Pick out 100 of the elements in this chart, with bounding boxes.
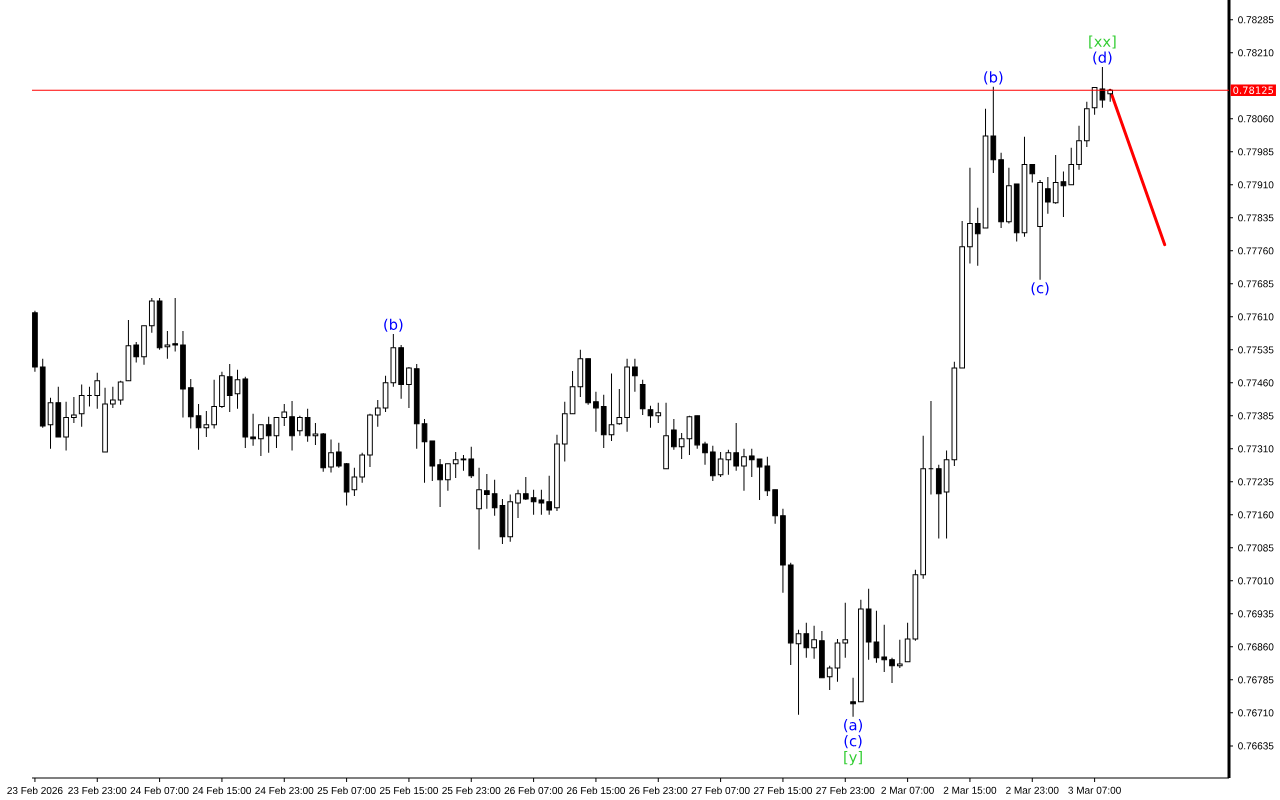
candlestick (850, 677, 856, 718)
x-tick-label: 25 Feb 23:00 (442, 786, 501, 795)
y-tick-label: 0.77310 (1238, 445, 1274, 453)
y-tick-label: 0.76935 (1238, 610, 1274, 618)
candlestick (374, 399, 381, 428)
candlestick (359, 452, 366, 484)
x-tick-label: 26 Feb 07:00 (504, 786, 563, 795)
x-tick-label: 23 Feb 23:00 (68, 786, 127, 795)
candlestick (328, 439, 334, 474)
candlestick (748, 448, 755, 478)
y-tick-label: 0.77760 (1238, 247, 1274, 255)
x-tick-label: 2 Mar 07:00 (881, 786, 934, 794)
y-tick-label: 0.78285 (1238, 16, 1274, 24)
y-tick-label: 0.77910 (1238, 181, 1274, 189)
annotation: (a) (844, 719, 863, 733)
y-tick-label: 0.76860 (1238, 643, 1274, 651)
candlestick (297, 415, 303, 437)
candlestick (881, 624, 888, 673)
x-tick-label: 27 Feb 07:00 (691, 786, 750, 795)
candlestick (967, 167, 973, 265)
candlestick (515, 489, 521, 519)
candlestick (63, 401, 69, 452)
candlestick (593, 391, 599, 433)
candlestick (889, 657, 895, 684)
candlestick (281, 403, 288, 427)
candlestick (335, 442, 342, 469)
candlestick (468, 446, 475, 479)
y-tick-label: 0.77385 (1238, 412, 1274, 420)
x-tick-label: 27 Feb 23:00 (816, 786, 875, 795)
candlestick (78, 384, 85, 428)
x-tick-label: 23 Feb 2026 (7, 786, 63, 795)
candlestick (896, 639, 903, 669)
candlestick (811, 625, 817, 660)
candlestick (647, 405, 654, 429)
y-tick-label: 0.78210 (1238, 49, 1274, 57)
y-tick-label: 0.77535 (1238, 346, 1274, 354)
candlestick (133, 341, 140, 364)
candlestick (226, 363, 233, 413)
candlestick (250, 413, 256, 447)
candlestick (616, 388, 623, 426)
annotation: [xx] (1089, 35, 1116, 49)
y-tick-label: 0.77685 (1238, 280, 1274, 288)
candlestick (476, 467, 482, 551)
candlestick (632, 358, 638, 393)
annotation: (c) (844, 735, 862, 749)
candlestick (1029, 164, 1036, 184)
candlestick (71, 396, 77, 424)
candlestick (258, 424, 264, 457)
y-tick-label: 0.77835 (1238, 214, 1274, 222)
x-tick-label: 25 Feb 15:00 (379, 786, 438, 795)
candlestick (608, 373, 615, 442)
annotation: (b) (384, 318, 403, 332)
candlestick (546, 475, 553, 516)
candlestick (117, 380, 124, 406)
x-tick-label: 24 Feb 23:00 (255, 786, 314, 795)
candlestick (406, 366, 412, 409)
candlestick (709, 445, 716, 482)
y-tick-label: 0.77235 (1238, 478, 1274, 486)
annotation: [y] (844, 751, 862, 766)
candlestick (733, 422, 740, 472)
y-tick-label: 0.77085 (1238, 544, 1274, 552)
y-tick-label: 0.77010 (1238, 577, 1274, 585)
candlestick (974, 207, 981, 267)
candlestick (110, 386, 116, 409)
annotation: (b) (984, 71, 1003, 85)
x-tick-label: 26 Feb 15:00 (566, 786, 625, 795)
x-tick-label: 3 Mar 07:00 (1068, 786, 1121, 794)
y-tick-label: 0.77610 (1238, 313, 1274, 321)
candlestick (484, 473, 490, 510)
y-tick-label: 0.77460 (1238, 379, 1274, 387)
annotation: (d) (1093, 51, 1112, 65)
candlestick (445, 463, 451, 492)
y-tick-label: 0.78060 (1238, 115, 1274, 123)
ref-line-label: 0.78125 (1233, 86, 1274, 94)
candlestick (842, 602, 849, 659)
candlestick (522, 476, 529, 501)
candlestick (1045, 176, 1051, 215)
y-tick-label: 0.76710 (1238, 709, 1274, 717)
y-tick-label: 0.76785 (1238, 676, 1274, 684)
candlestick (1076, 125, 1082, 171)
candlestick (289, 400, 295, 452)
candlestick (655, 402, 662, 424)
y-tick-label: 0.76635 (1238, 742, 1274, 750)
x-tick-label: 25 Feb 07:00 (317, 786, 376, 795)
candlestick (172, 297, 179, 353)
candlestick (741, 448, 747, 492)
y-tick-label: 0.77160 (1238, 511, 1274, 519)
candlestick (94, 372, 101, 410)
candlestick (702, 441, 708, 466)
x-tick-label: 27 Feb 15:00 (753, 786, 812, 795)
annotation: (c) (1031, 282, 1049, 296)
x-tick-label: 2 Mar 23:00 (1006, 786, 1059, 794)
x-tick-label: 24 Feb 15:00 (192, 786, 251, 795)
candlestick (1068, 147, 1075, 186)
y-tick-label: 0.77985 (1238, 148, 1274, 156)
x-tick-label: 26 Feb 23:00 (629, 786, 688, 795)
x-tick-label: 24 Feb 07:00 (130, 786, 189, 795)
x-tick-label: 2 Mar 15:00 (943, 786, 997, 794)
candlestick (671, 418, 677, 451)
candlestick (211, 379, 217, 430)
